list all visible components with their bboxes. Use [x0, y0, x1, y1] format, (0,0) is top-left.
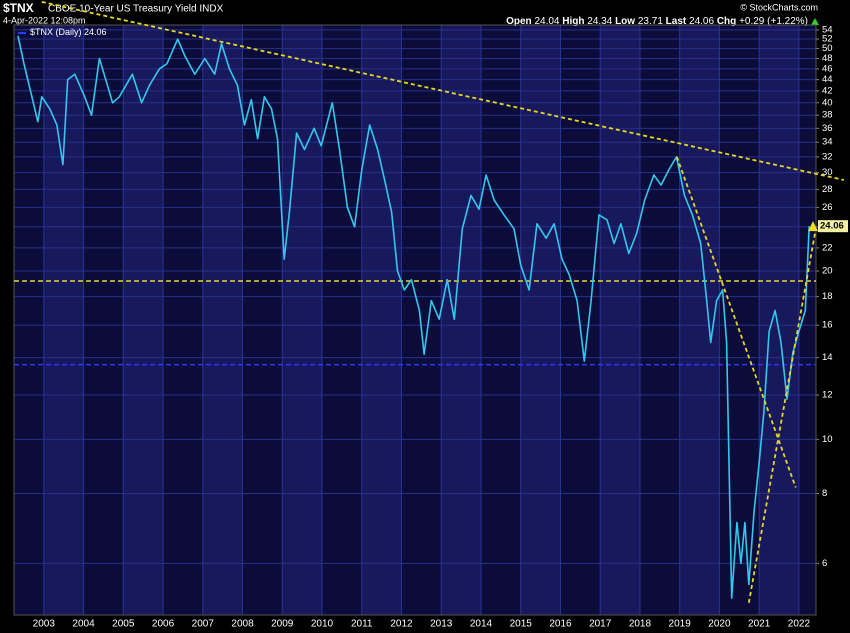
year-band — [441, 25, 481, 615]
x-tick-label: 2009 — [271, 619, 294, 630]
x-tick-label: 2018 — [629, 619, 652, 630]
trendline — [747, 229, 817, 603]
quote-value: 24.06 — [689, 16, 714, 27]
x-tick-label: 2007 — [192, 619, 215, 630]
year-band — [520, 25, 561, 615]
quote-label: Last — [666, 16, 687, 27]
year-band — [759, 25, 799, 615]
year-band — [43, 25, 84, 615]
up-arrow — [811, 18, 819, 25]
y-tick-label: 18 — [822, 291, 833, 302]
year-band — [202, 25, 243, 615]
quote-value: 24.04 — [534, 16, 559, 27]
y-tick-label: 20 — [822, 266, 833, 277]
y-tick-label: 46 — [822, 63, 833, 74]
x-tick-label: 2012 — [390, 619, 413, 630]
y-tick-label: 28 — [822, 184, 833, 195]
x-tick-label: 2004 — [72, 619, 95, 630]
x-tick-label: 2006 — [152, 619, 175, 630]
quote-value: +0.29 (+1.22%) — [739, 16, 808, 27]
y-tick-label: 40 — [822, 97, 833, 108]
y-tick-label: 16 — [822, 320, 833, 331]
plot-area — [14, 25, 816, 615]
y-tick-label: 42 — [822, 85, 833, 96]
quote-value: 23.71 — [638, 16, 663, 27]
y-tick-label: 14 — [822, 352, 833, 363]
quote-value: 24.34 — [587, 16, 612, 27]
y-tick-label: 12 — [822, 390, 833, 401]
legend: $TNX (Daily) 24.06 — [30, 27, 107, 37]
x-tick-label: 2013 — [430, 619, 453, 630]
quote-label: Chg — [717, 16, 736, 27]
chart-title: $TNX — [3, 1, 34, 15]
x-tick-label: 2021 — [748, 619, 771, 630]
year-band — [282, 25, 323, 615]
x-tick-label: 2003 — [33, 619, 56, 630]
y-tick-label: 52 — [822, 34, 833, 45]
y-tick-label: 34 — [822, 137, 833, 148]
x-tick-label: 2017 — [589, 619, 612, 630]
source: © StockCharts.com — [740, 2, 818, 12]
y-tick-label: 44 — [822, 74, 833, 85]
y-tick-label: 30 — [822, 167, 833, 178]
y-tick-label: 54 — [822, 24, 833, 35]
x-tick-label: 2022 — [788, 619, 811, 630]
year-band — [361, 25, 402, 615]
chart-subtitle: CBOE 10-Year US Treasury Yield INDX — [48, 4, 224, 15]
year-band — [679, 25, 720, 615]
legend-value: 24.06 — [84, 27, 107, 37]
y-tick-label: 8 — [822, 488, 827, 499]
y-tick-label: 48 — [822, 53, 833, 64]
quote-label: Low — [615, 16, 635, 27]
y-tick-label: 32 — [822, 151, 833, 162]
x-tick-label: 2020 — [708, 619, 731, 630]
y-tick-label: 22 — [822, 242, 833, 253]
price-line — [17, 35, 810, 599]
last-value-label: 24.06 — [820, 221, 844, 232]
trendline — [676, 156, 797, 488]
y-tick-label: 10 — [822, 434, 833, 445]
x-tick-label: 2010 — [311, 619, 334, 630]
y-tick-label: 50 — [822, 43, 833, 54]
plot-border — [13, 24, 817, 616]
y-tick-label: 6 — [822, 558, 827, 569]
year-band — [600, 25, 640, 615]
x-tick-label: 2005 — [112, 619, 135, 630]
trendline — [41, 1, 845, 181]
x-tick-label: 2015 — [510, 619, 533, 630]
last-value-arrow — [808, 221, 818, 232]
x-tick-label: 2019 — [669, 619, 692, 630]
date: 4-Apr-2022 12:08pm — [3, 15, 86, 25]
quote-label: Open — [506, 16, 532, 27]
y-tick-label: 38 — [822, 110, 833, 121]
year-band — [123, 25, 164, 615]
last-value-box — [818, 220, 848, 233]
x-tick-label: 2011 — [351, 619, 373, 630]
x-tick-label: 2014 — [470, 619, 493, 630]
y-tick-label: 26 — [822, 202, 833, 213]
x-tick-label: 2008 — [231, 619, 254, 630]
y-tick-label: 36 — [822, 123, 833, 134]
x-tick-label: 2016 — [549, 619, 572, 630]
quote-label: High — [562, 16, 584, 27]
quote: Open 24.04 High 24.34 Low 23.71 Last 24.… — [506, 16, 808, 27]
legend-label: $TNX (Daily) — [30, 27, 82, 37]
